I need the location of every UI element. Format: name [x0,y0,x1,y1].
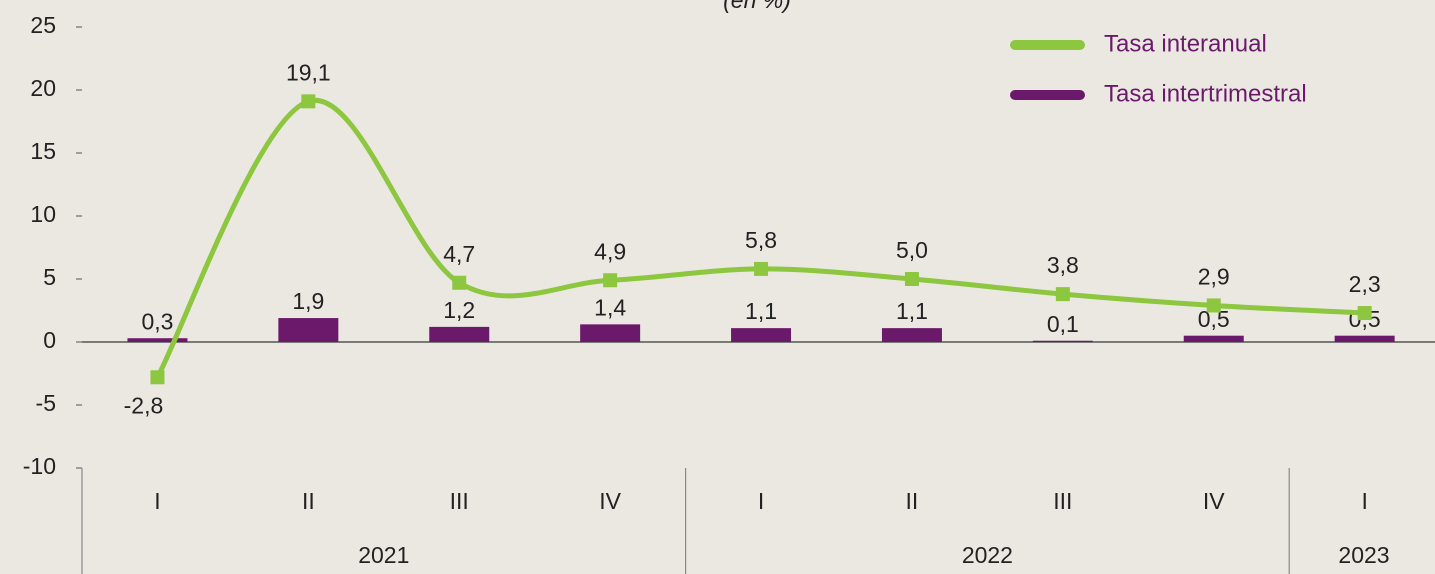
bar-value-label: 1,4 [594,294,626,320]
y-tick-label: 20 [30,75,56,101]
bar [580,324,641,342]
line-value-label: 2,3 [1349,271,1381,297]
y-tick-label: 10 [30,201,56,227]
bar [1032,340,1093,342]
line-value-label: 19,1 [286,59,331,85]
line-marker [1055,287,1070,302]
y-tick-label: 25 [30,12,56,38]
legend-label: Tasa intertrimestral [1104,80,1307,107]
line-value-label: 5,8 [745,227,777,253]
bar-value-label: 1,2 [443,297,475,323]
x-group-label: 2022 [962,542,1013,568]
line-marker [1206,298,1221,313]
line-marker [1357,306,1372,321]
chart-subtitle: (en %) [723,0,791,13]
y-tick-label: 15 [30,138,56,164]
line-marker [150,370,165,385]
x-tick-label: IV [599,488,621,514]
bar [429,326,490,342]
y-tick-label: 0 [43,327,56,353]
x-group-label: 2023 [1338,542,1389,568]
bar-value-label: 1,9 [292,288,324,314]
bar [278,318,339,342]
line-marker [301,94,316,109]
line-marker [904,272,919,286]
x-tick-label: IV [1203,488,1225,514]
bar-value-label: 0,1 [1047,311,1079,337]
line-value-label: 5,0 [896,237,928,263]
x-tick-label: I [758,488,764,514]
x-tick-label: II [906,488,919,514]
x-tick-label: III [450,488,469,514]
x-tick-label: I [154,488,160,514]
bar [127,338,188,342]
line-value-label: 4,9 [594,238,626,264]
line-value-label: 4,7 [443,241,475,267]
bar [1183,335,1244,342]
legend-label: Tasa interanual [1104,30,1267,57]
bar [881,328,942,342]
y-tick-label: -5 [36,390,56,416]
bar-value-label: 0,3 [141,308,173,334]
y-tick-label: -10 [23,453,56,479]
x-tick-label: II [302,488,315,514]
line-marker [603,273,618,288]
bar [1334,335,1395,342]
line-value-label: -2,8 [124,392,164,418]
bar [731,328,792,342]
x-tick-label: III [1053,488,1072,514]
bar-value-label: 1,1 [896,298,928,324]
x-tick-label: I [1361,488,1367,514]
line-value-label: 3,8 [1047,252,1079,278]
line-marker [452,275,467,290]
line-value-label: 2,9 [1198,264,1230,290]
bar-value-label: 1,1 [745,298,777,324]
line-marker [754,261,769,276]
x-group-label: 2021 [358,542,409,568]
y-tick-label: 5 [43,264,56,290]
